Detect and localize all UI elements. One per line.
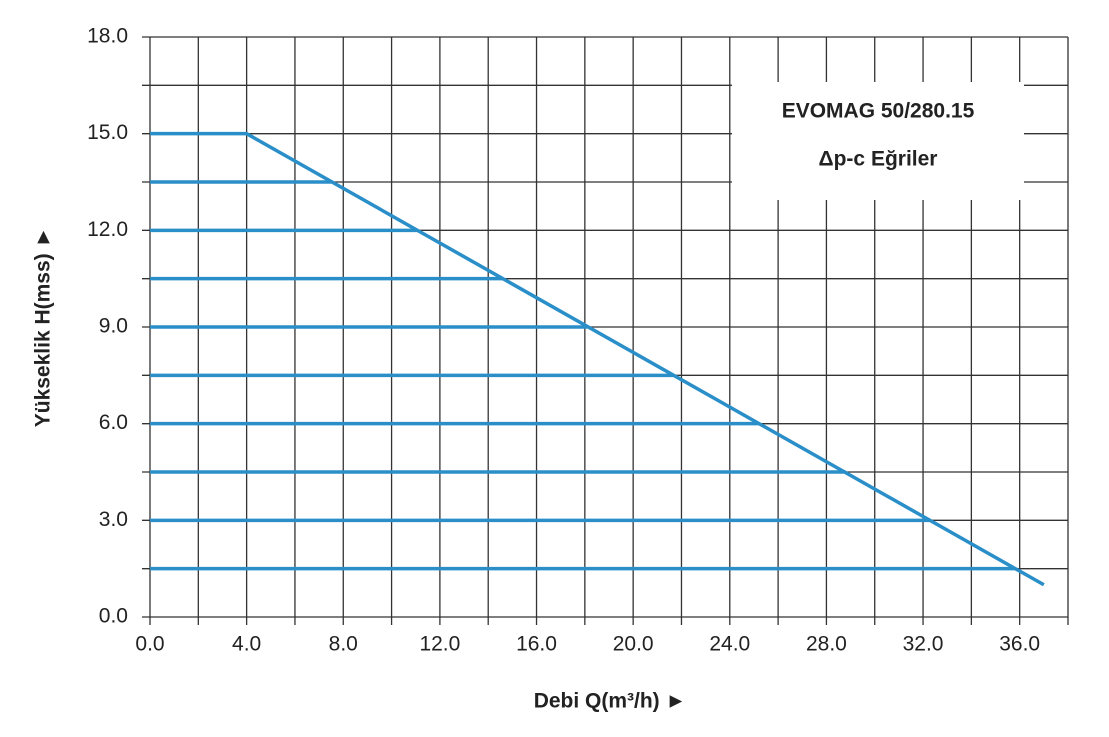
x-tick-label: 4.0 [232, 633, 261, 656]
x-tick-label: 12.0 [419, 633, 460, 656]
y-axis-label: Yükseklik H(mss) ► [32, 227, 55, 428]
y-tick-label: 15.0 [87, 121, 128, 144]
title-box [732, 82, 1024, 200]
x-tick-label: 32.0 [903, 633, 944, 656]
y-tick-label: 0.0 [99, 605, 128, 628]
x-tick-label: 8.0 [329, 633, 358, 656]
x-tick-label: 28.0 [806, 633, 847, 656]
x-axis-label: Debi Q(m³/h) ► [534, 690, 687, 713]
y-tick-label: 6.0 [99, 411, 128, 434]
x-tick-label: 24.0 [709, 633, 750, 656]
lines [150, 131, 1045, 587]
y-tick-label: 18.0 [87, 25, 128, 48]
chart-title: EVOMAG 50/280.15 [782, 100, 975, 123]
curve [150, 131, 1045, 587]
x-tick-label: 0.0 [135, 633, 164, 656]
x-tick-label: 16.0 [516, 633, 557, 656]
x-tick-label: 36.0 [999, 633, 1040, 656]
x-tick-label: 20.0 [613, 633, 654, 656]
y-tick-label: 12.0 [87, 218, 128, 241]
y-tick-label: 9.0 [99, 315, 128, 338]
y-tick-label: 3.0 [99, 508, 128, 531]
chart-subtitle: Δp-c Eğriler [819, 148, 938, 171]
